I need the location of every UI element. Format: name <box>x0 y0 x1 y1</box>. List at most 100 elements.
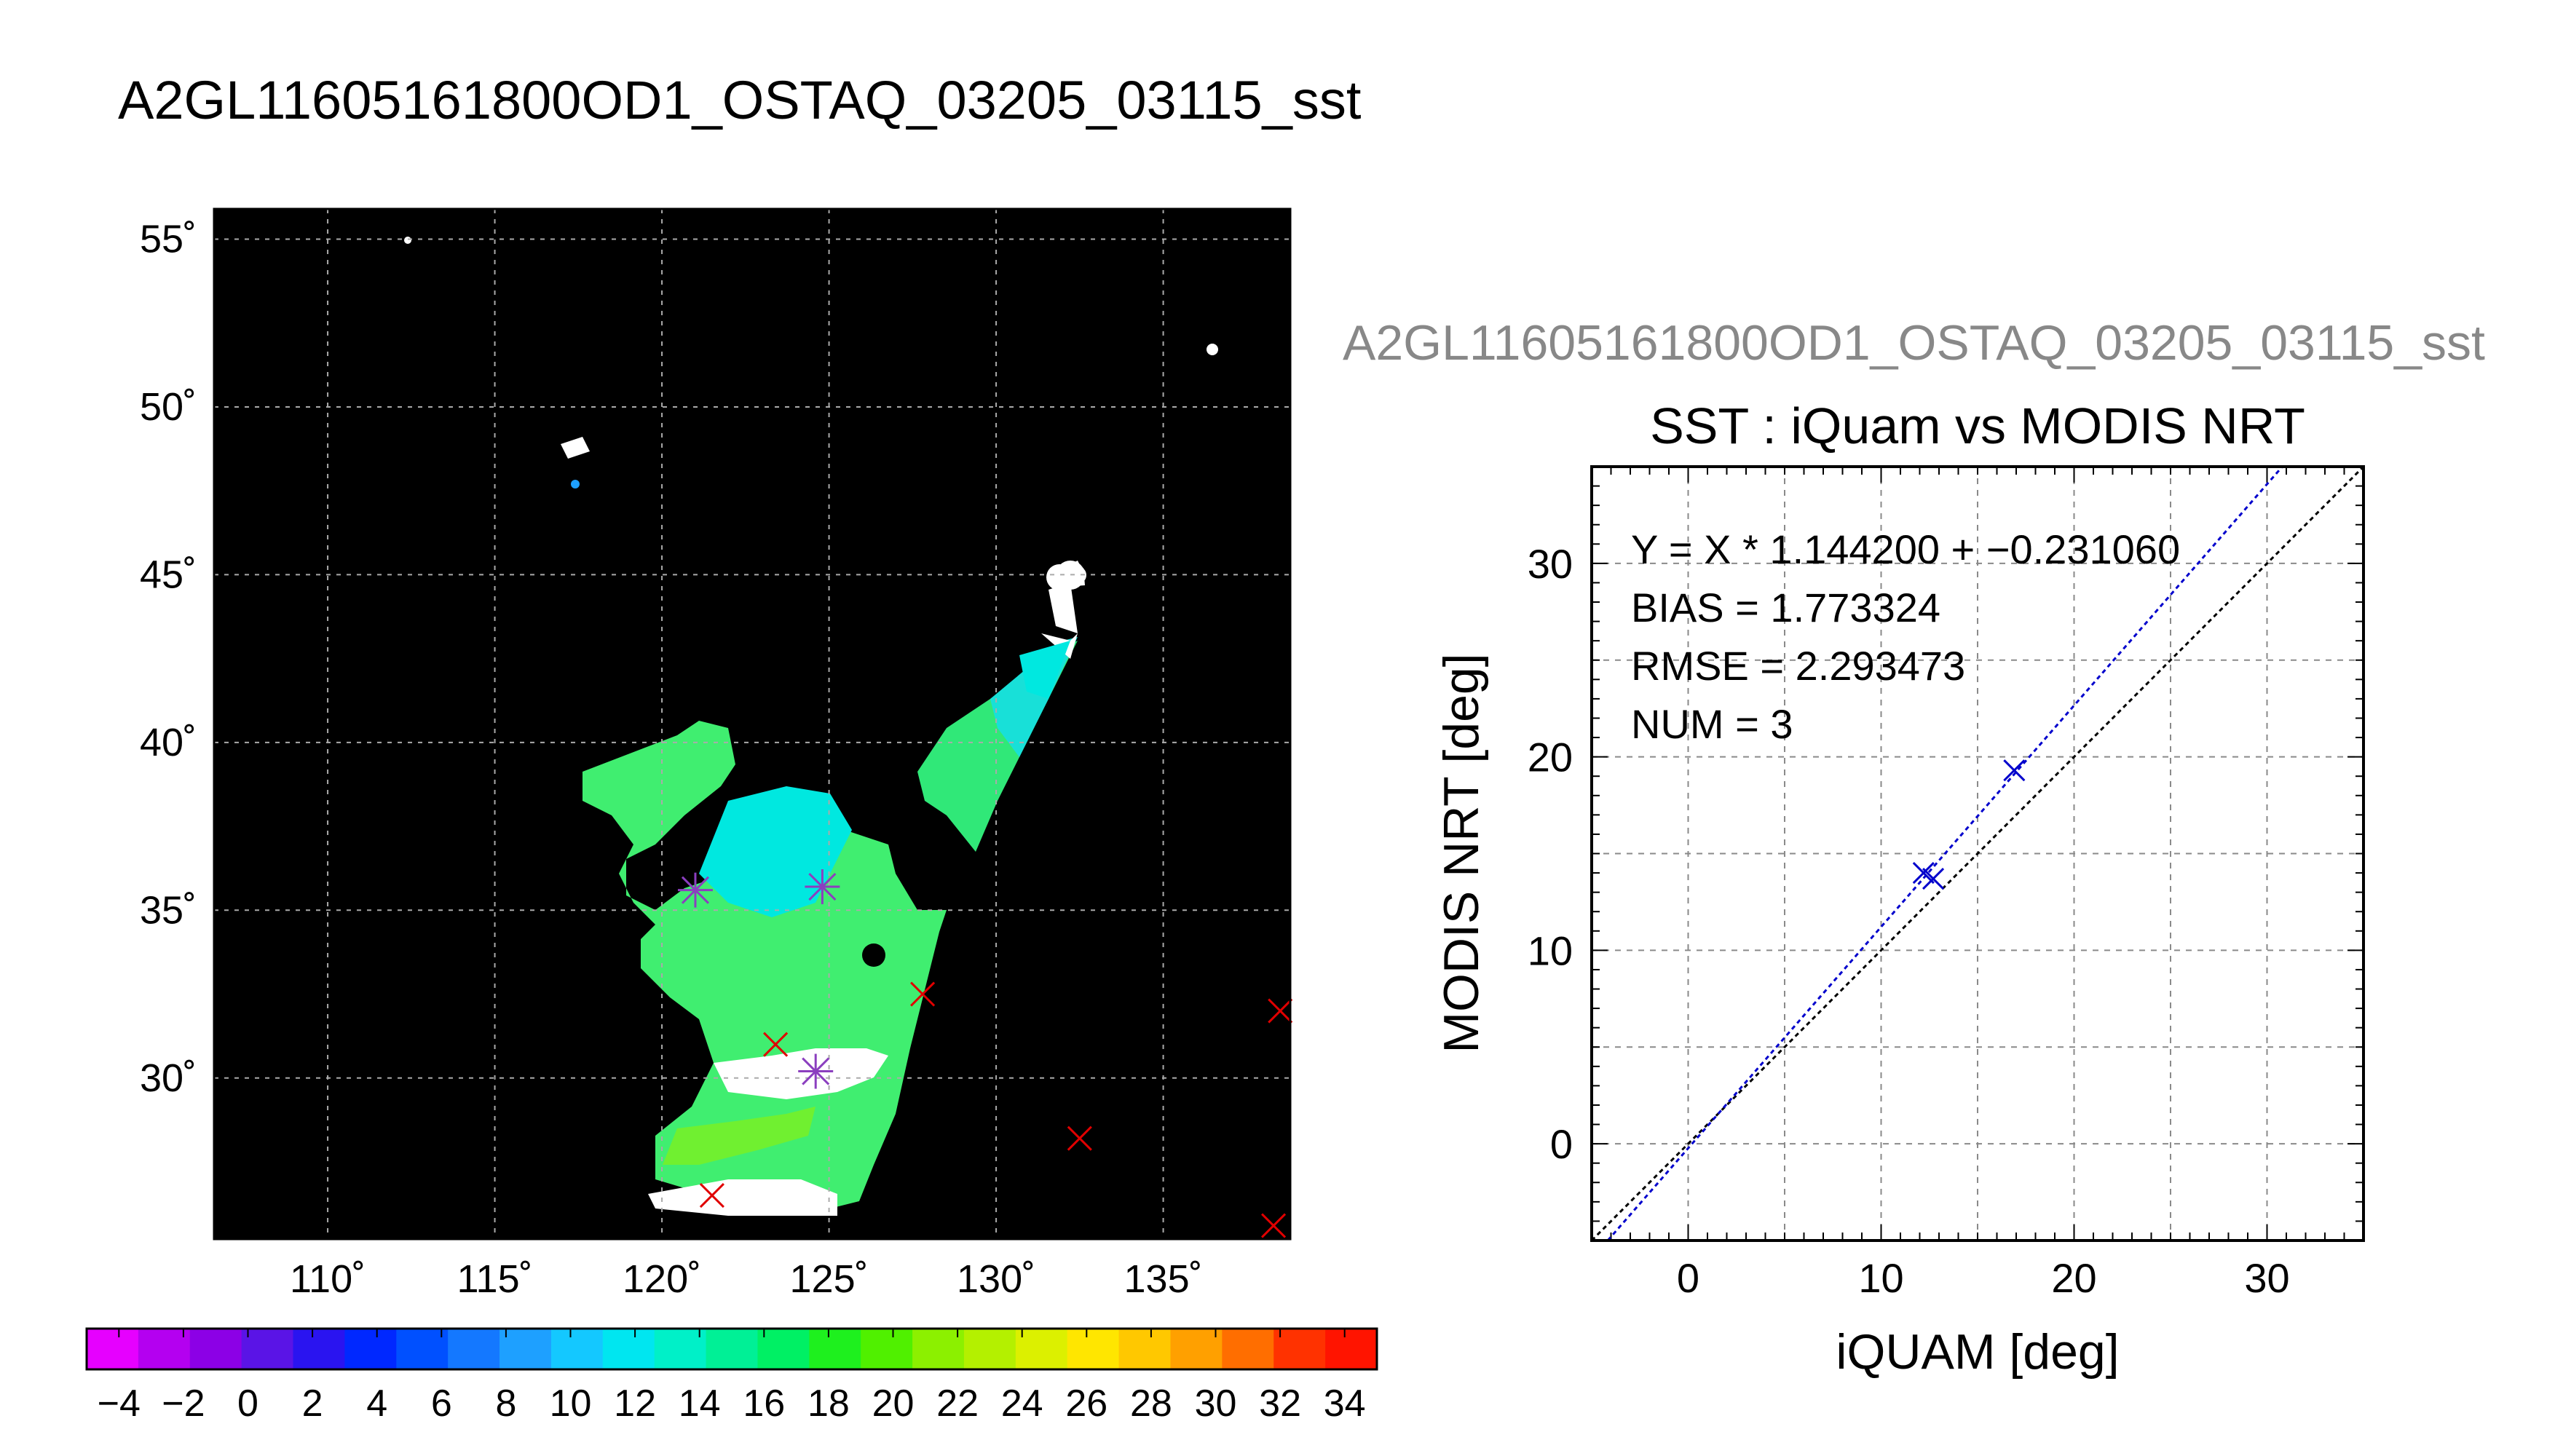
scatter-x-axis-label: iQUAM [deg] <box>1836 1324 2119 1380</box>
colorbar-tick-label: 14 <box>679 1382 721 1425</box>
colorbar-tick-label: 6 <box>431 1382 452 1425</box>
scatter-subtitle: A2GL11605161800OD1_OSTAQ_03205_03115_sst <box>1343 315 2485 371</box>
map-lon-tick-label: 125˚ <box>790 1257 869 1301</box>
colorbar-tick-label: 10 <box>550 1382 592 1425</box>
scatter-y-tick-labels: 0 10 20 30 <box>1528 541 1573 1167</box>
colorbar-swatch <box>602 1329 655 1369</box>
scatter-gridlines <box>1592 467 2364 1241</box>
sst-patch <box>1046 564 1073 590</box>
colorbar-tick-label: 34 <box>1324 1382 1366 1425</box>
scatter-reference-lines <box>1590 465 2365 1242</box>
map-station-star <box>805 869 840 905</box>
scatter-annotation: NUM = 3 <box>1631 701 1793 747</box>
colorbar-tick-label: 24 <box>1001 1382 1043 1425</box>
map-lat-tick-label: 30˚ <box>140 1056 197 1100</box>
colorbar-tick-label: 26 <box>1065 1382 1107 1425</box>
colorbar-swatch <box>138 1329 191 1369</box>
colorbar-swatch <box>1067 1329 1120 1369</box>
map-station-markers <box>677 869 1293 1238</box>
colorbar-frame <box>85 1327 1378 1371</box>
colorbar-swatch <box>1222 1329 1274 1369</box>
colorbar-tick-label: 0 <box>237 1382 258 1425</box>
colorbar-tick-label: 12 <box>614 1382 656 1425</box>
scatter-annotation: Y = X * 1.144200 + −0.231060 <box>1631 526 2180 572</box>
map-frame <box>213 207 1292 1241</box>
map-lon-tick-label: 135˚ <box>1124 1257 1203 1301</box>
map-lat-tick-label: 40˚ <box>140 721 197 764</box>
colorbar-tick-label: 18 <box>807 1382 850 1425</box>
sst-region <box>1019 641 1070 699</box>
sst-region <box>714 1048 888 1099</box>
sst-region <box>1049 582 1078 633</box>
colorbar-swatch <box>241 1329 294 1369</box>
map-station-x <box>699 1183 724 1208</box>
colorbar-tick-label: 28 <box>1130 1382 1172 1425</box>
colorbar-swatch <box>912 1329 965 1369</box>
colorbar-swatch <box>448 1329 500 1369</box>
map-lat-tick-label: 35˚ <box>140 888 197 932</box>
scatter-x-tick-label: 0 <box>1677 1255 1699 1301</box>
colorbar-swatch <box>550 1329 604 1369</box>
scatter-x-tick-labels: 0 10 20 30 <box>1677 1255 2290 1301</box>
scatter-y-tick-label: 20 <box>1528 735 1573 780</box>
sst-patch <box>1069 566 1086 584</box>
colorbar-swatch <box>1118 1329 1171 1369</box>
colorbar-swatch <box>809 1329 861 1369</box>
colorbar-tick-label: 16 <box>743 1382 785 1425</box>
map-station-x <box>910 981 936 1007</box>
scatter-plot-frame <box>1590 465 2365 1242</box>
colorbar-tick-label: 20 <box>872 1382 915 1425</box>
map-gridlines <box>214 209 1290 1239</box>
scatter-annotation: BIAS = 1.773324 <box>1631 585 1940 630</box>
map-lon-tick-label: 110˚ <box>290 1257 366 1301</box>
scatter-annotation: RMSE = 2.293473 <box>1631 643 1965 689</box>
colorbar-swatch <box>963 1329 1016 1369</box>
colorbar-tick-label: 8 <box>495 1382 516 1425</box>
map-station-x <box>1067 1125 1092 1151</box>
sst-colorbar: −4 −2 0 2 4 6 8 10 12 14 16 18 20 22 24 26 28 30 32 34 <box>85 1327 1378 1425</box>
scatter-y-tick-label: 0 <box>1550 1121 1573 1167</box>
scatter-y-tick-label: 30 <box>1528 541 1573 587</box>
scatter-x-tick-label: 20 <box>2051 1255 2096 1301</box>
sst-patch <box>1207 344 1218 355</box>
sst-patch <box>862 943 885 967</box>
sst-region <box>663 1107 816 1165</box>
scatter-point <box>2003 759 2026 782</box>
colorbar-swatch <box>757 1329 810 1369</box>
colorbar-tick-label: 2 <box>302 1382 323 1425</box>
scatter-points <box>1912 759 2026 890</box>
map-longitude-tick-labels: 110˚ 115˚ 120˚ 125˚ 130˚ 135˚ <box>290 1257 1203 1301</box>
scatter-x-tick-label: 10 <box>1858 1255 1903 1301</box>
colorbar-tick-labels: −4 −2 0 2 4 6 8 10 12 14 16 18 20 22 24 26 28 30 32 34 <box>98 1329 1366 1425</box>
colorbar-swatch <box>861 1329 913 1369</box>
colorbar-swatch <box>1015 1329 1068 1369</box>
colorbar-tick-label: 32 <box>1259 1382 1301 1425</box>
colorbar-tick-label: −4 <box>98 1382 141 1425</box>
colorbar-swatch <box>189 1329 242 1369</box>
colorbar-tick-label: 4 <box>366 1382 387 1425</box>
scatter-point <box>1922 867 1945 890</box>
map-station-x <box>1260 1213 1287 1238</box>
colorbar-swatch <box>706 1329 758 1369</box>
map-station-star <box>677 872 713 908</box>
map-sst-field <box>404 237 1218 1216</box>
scatter-y-tick-label: 10 <box>1528 927 1573 973</box>
colorbar-swatch <box>396 1329 449 1369</box>
sst-patch <box>571 480 580 488</box>
colorbar-tick-label: 30 <box>1195 1382 1237 1425</box>
sst-patch <box>404 237 411 244</box>
colorbar-swatch <box>1273 1329 1326 1369</box>
colorbar-swatches <box>87 1329 1378 1369</box>
identity-line <box>1590 465 2365 1242</box>
scatter-point <box>1912 862 1935 885</box>
scatter-annotations: Y = X * 1.144200 + −0.231060 BIAS = 1.773… <box>1631 526 2180 747</box>
colorbar-tick-label: −2 <box>162 1382 205 1425</box>
sst-region <box>583 721 947 1208</box>
map-station-x <box>1268 998 1293 1024</box>
colorbar-swatch <box>1170 1329 1223 1369</box>
map-lat-tick-label: 50˚ <box>140 385 197 429</box>
sst-region <box>648 1179 837 1216</box>
sst-region <box>561 437 590 459</box>
colorbar-swatch <box>87 1329 139 1369</box>
